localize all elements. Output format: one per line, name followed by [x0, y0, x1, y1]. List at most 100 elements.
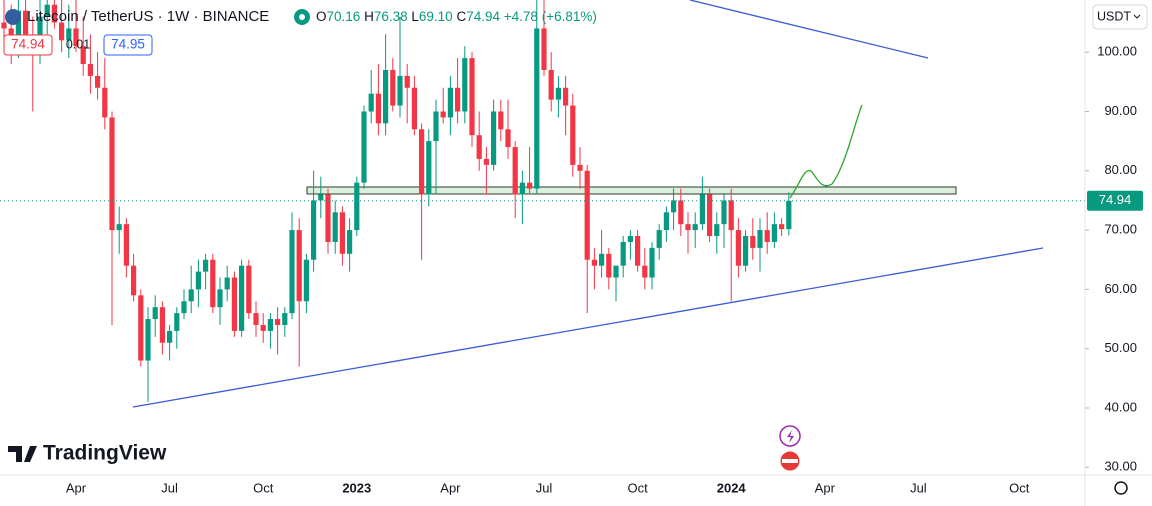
candle-body	[577, 164, 583, 171]
y-tick-label: 40.00	[1104, 399, 1137, 414]
y-tick-label: 70.00	[1104, 222, 1137, 237]
candle-body	[318, 194, 324, 201]
candle-body	[541, 28, 547, 70]
candle-body	[404, 75, 410, 88]
projection-curve	[789, 104, 863, 199]
candle-body	[195, 271, 201, 290]
candle-body	[354, 182, 360, 231]
ohlc-label: C	[456, 9, 466, 24]
candle-body	[203, 259, 209, 272]
candle-body	[469, 58, 475, 136]
logo-icon	[8, 446, 37, 462]
candle-body	[671, 200, 677, 213]
candle-body	[699, 194, 705, 225]
candle-body	[771, 224, 777, 242]
candle-body	[426, 141, 432, 195]
candle-body	[375, 93, 381, 124]
ohlc-label: H	[364, 9, 374, 24]
candle-body	[23, 10, 29, 35]
ask-price[interactable]: 74.95	[111, 37, 145, 52]
candle-body	[563, 87, 569, 106]
dropdown-arrow	[1133, 14, 1141, 19]
candle-body	[512, 147, 518, 195]
candle-body	[743, 236, 749, 266]
candle-body	[570, 105, 576, 165]
candle-body	[714, 224, 720, 237]
candle-body	[332, 212, 338, 242]
candle-body	[325, 194, 331, 242]
y-tick-label: 80.00	[1104, 162, 1137, 177]
candle-body	[188, 289, 194, 302]
change: +4.78 (+6.81%)	[504, 9, 597, 24]
candle-body	[419, 129, 425, 195]
eye-icon	[299, 14, 305, 20]
candle-body	[73, 28, 79, 47]
candle-body	[289, 230, 295, 314]
settings-icon[interactable]	[1114, 481, 1128, 495]
zone-rectangle	[306, 186, 957, 195]
bid-price[interactable]: 74.94	[11, 37, 45, 52]
candle-body	[253, 313, 259, 325]
candle-body	[591, 259, 597, 266]
spread: 0.01	[66, 37, 90, 51]
candle-body	[116, 224, 122, 231]
x-tick-label: Oct	[627, 480, 648, 495]
candle-body	[750, 236, 756, 248]
candle-body	[455, 87, 461, 112]
candle-body	[779, 224, 785, 230]
candle-body	[498, 111, 504, 130]
y-tick-label: 50.00	[1104, 340, 1137, 355]
candle-body	[462, 58, 468, 112]
logo: TradingView	[8, 442, 167, 465]
candle-body	[728, 200, 734, 231]
candle-body	[599, 253, 605, 266]
currency-dropdown[interactable]	[1092, 4, 1148, 30]
candle-body	[109, 117, 115, 231]
candle-body	[368, 93, 374, 112]
candle-body	[267, 319, 273, 331]
candle-body	[260, 324, 266, 331]
candle-body	[433, 111, 439, 142]
candle-body	[131, 265, 137, 296]
candle-body	[491, 111, 497, 165]
candle-body	[649, 247, 655, 278]
candle-body	[145, 319, 151, 361]
candle-body	[764, 230, 770, 242]
candle-body	[447, 87, 453, 118]
x-tick-label: Apr	[440, 480, 461, 495]
candle-body	[613, 265, 619, 278]
candle-body	[95, 75, 101, 88]
candle-body	[231, 277, 237, 331]
currency[interactable]: USDT	[1097, 9, 1131, 23]
candle-body	[246, 265, 252, 314]
trendline	[132, 247, 1044, 408]
symbol: Litecoin / TetherUS · 1W · BINANCE	[27, 8, 269, 25]
candle-body	[411, 87, 417, 130]
brand: TradingView	[43, 442, 167, 465]
candle-body	[692, 224, 698, 231]
candle-body	[519, 182, 525, 195]
candle-body	[239, 265, 245, 331]
buy-box[interactable]	[103, 34, 153, 56]
candle-body	[138, 295, 144, 361]
candle-body	[87, 64, 93, 76]
candle-body	[123, 224, 129, 266]
sell-box[interactable]	[3, 34, 53, 56]
candle-body	[383, 69, 389, 124]
candle-body	[102, 87, 108, 118]
candle-body	[311, 200, 317, 260]
ohlc-value: 74.94	[466, 9, 500, 24]
candle-body	[527, 182, 533, 189]
candle-body	[44, 4, 50, 17]
coin-icon	[5, 9, 21, 25]
x-tick-label: Jul	[910, 480, 927, 495]
ohlc-value: 69.10	[419, 9, 453, 24]
event-icon	[787, 430, 794, 443]
flag-stripe	[782, 459, 798, 463]
x-tick-label: 2023	[342, 480, 371, 495]
trendline	[689, 0, 929, 59]
candle-body	[476, 135, 482, 159]
ohlc-value: 76.38	[374, 9, 408, 24]
x-tick-label: Oct	[253, 480, 274, 495]
